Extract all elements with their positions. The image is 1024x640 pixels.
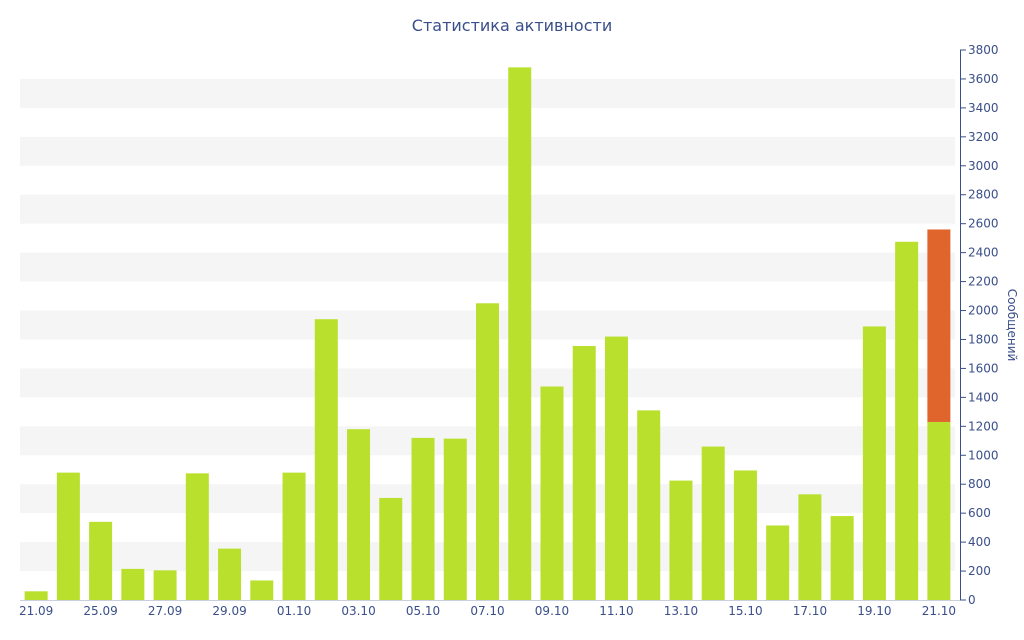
x-tick-label: 21.10	[922, 604, 956, 618]
bar	[218, 548, 242, 600]
bar	[24, 591, 48, 600]
bar	[637, 410, 661, 600]
y-tick-label: 3800	[968, 43, 999, 57]
x-tick-label: 09.10	[535, 604, 569, 618]
bar	[798, 494, 822, 600]
bar	[121, 568, 145, 600]
grid-band	[20, 194, 955, 224]
y-axis-label: Сообщений	[1005, 289, 1019, 362]
x-tick-label: 07.10	[470, 604, 504, 618]
bar	[895, 241, 919, 601]
y-tick-label: 800	[968, 477, 991, 491]
bar	[443, 438, 467, 600]
x-tick-label: 15.10	[728, 604, 762, 618]
bar	[862, 326, 886, 600]
x-tick-label: 25.09	[83, 604, 117, 618]
y-tick-label: 3600	[968, 72, 999, 86]
x-tick-label: 11.10	[599, 604, 633, 618]
bar	[282, 472, 306, 600]
bar	[411, 437, 435, 600]
bar	[56, 472, 80, 600]
axes-group: 0 200 400 600 800 1000 1200 1400 1600 1800 2000 220…	[19, 43, 999, 618]
y-tick-label: 400	[968, 535, 991, 549]
x-tick-label: 13.10	[664, 604, 698, 618]
bar	[701, 446, 725, 600]
x-tick-label: 05.10	[406, 604, 440, 618]
y-tick-label: 2200	[968, 275, 999, 289]
bar	[379, 497, 403, 600]
bar	[476, 303, 499, 600]
bar	[572, 345, 596, 600]
bar	[604, 336, 628, 600]
grid-band	[20, 136, 955, 166]
bar	[540, 386, 564, 600]
bar	[185, 473, 209, 600]
y-tick-label: 3200	[968, 130, 999, 144]
bar	[347, 429, 371, 600]
y-tick-label: 1800	[968, 332, 999, 346]
grid-band	[20, 78, 955, 108]
bar	[830, 516, 854, 600]
bar	[766, 525, 790, 600]
grid-band	[20, 252, 955, 282]
bar	[314, 319, 338, 600]
y-tick-label: 3400	[968, 101, 999, 115]
x-tick-label: 17.10	[793, 604, 827, 618]
y-tick-label: 1600	[968, 361, 999, 375]
y-tick-label: 200	[968, 564, 991, 578]
x-tick-label: 29.09	[212, 604, 246, 618]
x-tick-label: 27.09	[148, 604, 182, 618]
bar	[669, 480, 693, 600]
y-tick-label: 1200	[968, 419, 999, 433]
bar	[733, 470, 757, 600]
x-tick-label: 21.09	[19, 604, 53, 618]
y-tick-label: 3000	[968, 159, 999, 173]
bar	[153, 570, 177, 600]
chart-title: Статистика активности	[412, 16, 612, 35]
bar	[250, 580, 274, 600]
y-tick-label: 1000	[968, 448, 999, 462]
y-tick-label: 1400	[968, 390, 999, 404]
y-tick-label: 0	[968, 593, 976, 607]
y-tick-label: 2600	[968, 217, 999, 231]
bar	[89, 521, 113, 600]
x-tick-label: 01.10	[277, 604, 311, 618]
bar	[927, 229, 951, 422]
bars-group	[24, 67, 951, 601]
x-tick-label: 19.10	[857, 604, 891, 618]
y-tick-label: 2400	[968, 246, 999, 260]
y-tick-label: 2000	[968, 304, 999, 318]
x-tick-label: 03.10	[341, 604, 375, 618]
bar	[927, 421, 951, 600]
bar	[508, 67, 532, 601]
y-tick-label: 600	[968, 506, 991, 520]
y-tick-label: 2800	[968, 188, 999, 202]
